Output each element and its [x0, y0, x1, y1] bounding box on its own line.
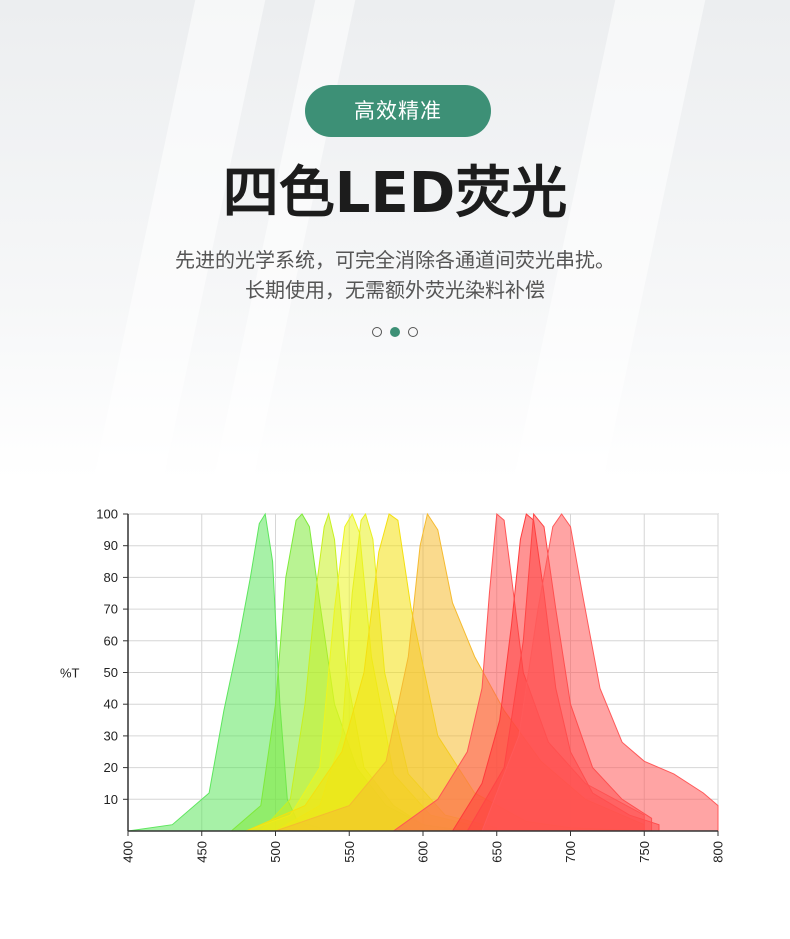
- x-tick-label: 800: [711, 841, 726, 863]
- x-tick-label: 750: [637, 841, 652, 863]
- y-tick-label: 70: [104, 602, 118, 617]
- page-title: 四色LED荧光: [222, 161, 568, 226]
- chart-series-layer: [127, 512, 719, 832]
- y-tick-label: 20: [104, 760, 118, 775]
- y-tick-label: 50: [104, 665, 118, 680]
- y-tick-label: 90: [104, 538, 118, 553]
- pager-dot-3[interactable]: [408, 327, 418, 337]
- description-line-2: 长期使用，无需额外荧光染料补偿: [245, 278, 545, 302]
- y-tick-label: 80: [104, 570, 118, 585]
- x-tick-label: 450: [194, 841, 209, 863]
- series-area-11: [481, 513, 719, 832]
- chart-axes: 10 20 30 40 50 60 70 80 90 100 400 450 500 550 600 650 7…: [96, 507, 725, 863]
- y-tick-label: 30: [104, 728, 118, 743]
- x-tick-label: 550: [342, 841, 357, 863]
- x-tick-label: 500: [268, 841, 283, 863]
- description-line-1: 先进的光学系统，可完全消除各通道间荧光串扰。: [175, 248, 615, 272]
- carousel-pager: [370, 327, 420, 339]
- y-tick-label: 40: [104, 697, 118, 712]
- x-tick-label: 400: [121, 841, 136, 863]
- y-tick-label: 60: [104, 633, 118, 648]
- x-tick-label: 650: [489, 841, 504, 863]
- y-axis-label: %T: [60, 666, 80, 681]
- transmission-spectrum-chart: 10 20 30 40 50 60 70 80 90 100 400 450 500 550 600 650 7…: [60, 507, 726, 863]
- x-tick-label: 700: [563, 841, 578, 863]
- pager-dot-1[interactable]: [372, 327, 382, 337]
- y-tick-label: 10: [104, 792, 118, 807]
- y-tick-label: 100: [96, 507, 118, 522]
- feature-badge: 高效精准: [305, 85, 491, 137]
- x-tick-label: 600: [416, 841, 431, 863]
- pager-dot-2[interactable]: [390, 327, 400, 337]
